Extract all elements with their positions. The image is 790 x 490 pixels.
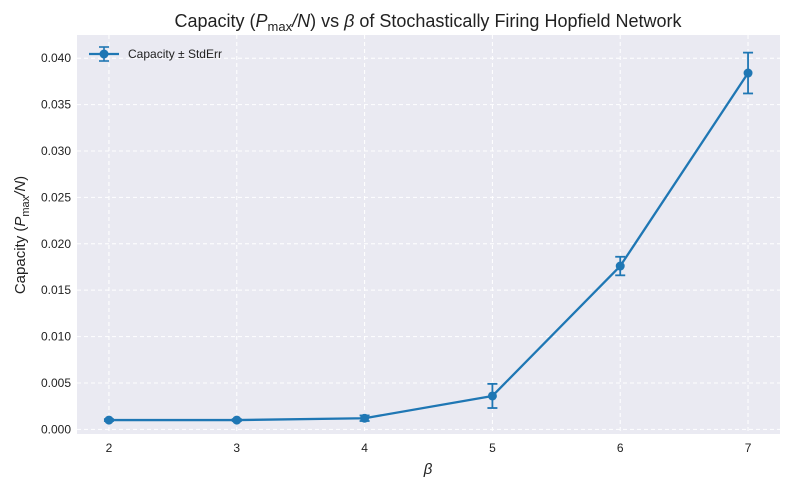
y-tick-label: 0.020 <box>41 237 71 251</box>
y-axis-label: Capacity (Pmax/N) <box>12 176 32 294</box>
x-axis-label: β <box>423 461 433 478</box>
x-tick-label: 3 <box>233 441 240 455</box>
legend-marker <box>99 49 109 59</box>
legend-label: Capacity ± StdErr <box>128 47 222 61</box>
y-tick-label: 0.015 <box>41 283 71 297</box>
y-tick-label: 0.040 <box>41 51 71 65</box>
data-point <box>743 68 753 78</box>
y-tick-label: 0.025 <box>41 190 71 204</box>
y-tick-label: 0.005 <box>41 376 71 390</box>
series-lines <box>108 72 750 422</box>
grid <box>77 35 780 434</box>
plot-area <box>77 35 780 434</box>
data-point <box>104 415 114 425</box>
x-tick-label: 4 <box>361 441 368 455</box>
data-point <box>487 391 497 401</box>
series-line <box>108 72 750 422</box>
x-tick-label: 6 <box>617 441 624 455</box>
data-point <box>232 415 242 425</box>
chart-title: Capacity (Pmax/N) vs β of Stochastically… <box>174 11 682 34</box>
y-tick-labels: 0.000 0.005 0.010 0.015 0.020 0.025 0.030 0.035… <box>41 51 71 436</box>
data-point <box>360 413 370 423</box>
y-tick-label: 0.035 <box>41 98 71 112</box>
y-tick-label: 0.030 <box>41 144 71 158</box>
y-tick-label: 0.000 <box>41 422 71 436</box>
x-tick-label: 7 <box>745 441 752 455</box>
y-tick-label: 0.010 <box>41 330 71 344</box>
x-tick-label: 5 <box>489 441 496 455</box>
x-tick-label: 2 <box>106 441 113 455</box>
legend: Capacity ± StdErr <box>89 46 222 62</box>
x-tick-labels: 2 3 4 5 6 7 <box>106 441 752 455</box>
data-point <box>615 261 625 271</box>
data-points <box>104 68 753 425</box>
